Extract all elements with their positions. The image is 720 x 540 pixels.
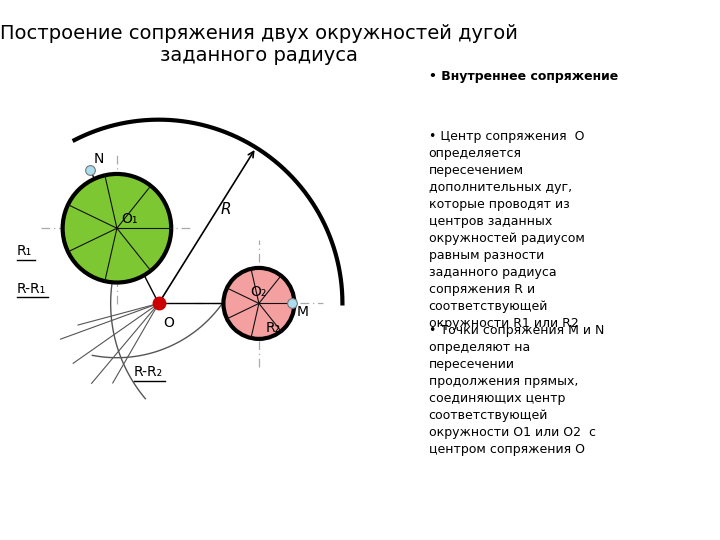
Text: O₁: O₁ — [121, 212, 138, 226]
Text: M: M — [297, 306, 308, 320]
Text: • Точки сопряжения М и N
определяют на
пересечении
продолжения прямых,
соединяющ: • Точки сопряжения М и N определяют на п… — [428, 324, 604, 456]
Text: • Внутреннее сопряжение: • Внутреннее сопряжение — [428, 70, 618, 83]
Circle shape — [223, 268, 294, 339]
Text: O₂: O₂ — [251, 285, 267, 299]
Circle shape — [63, 174, 171, 282]
Text: R₂: R₂ — [265, 321, 280, 335]
Text: Построение сопряжения двух окружностей дугой
заданного радиуса: Построение сопряжения двух окружностей д… — [0, 24, 518, 65]
Text: R₁: R₁ — [17, 244, 32, 258]
Text: R: R — [220, 202, 231, 217]
Text: R-R₂: R-R₂ — [134, 366, 163, 379]
Text: R-R₁: R-R₁ — [17, 282, 46, 296]
Text: N: N — [94, 152, 104, 166]
Text: • Центр сопряжения  О
определяется
пересечением
дополнительных дуг,
которые пров: • Центр сопряжения О определяется пересе… — [428, 130, 585, 329]
Text: O: O — [163, 316, 174, 330]
